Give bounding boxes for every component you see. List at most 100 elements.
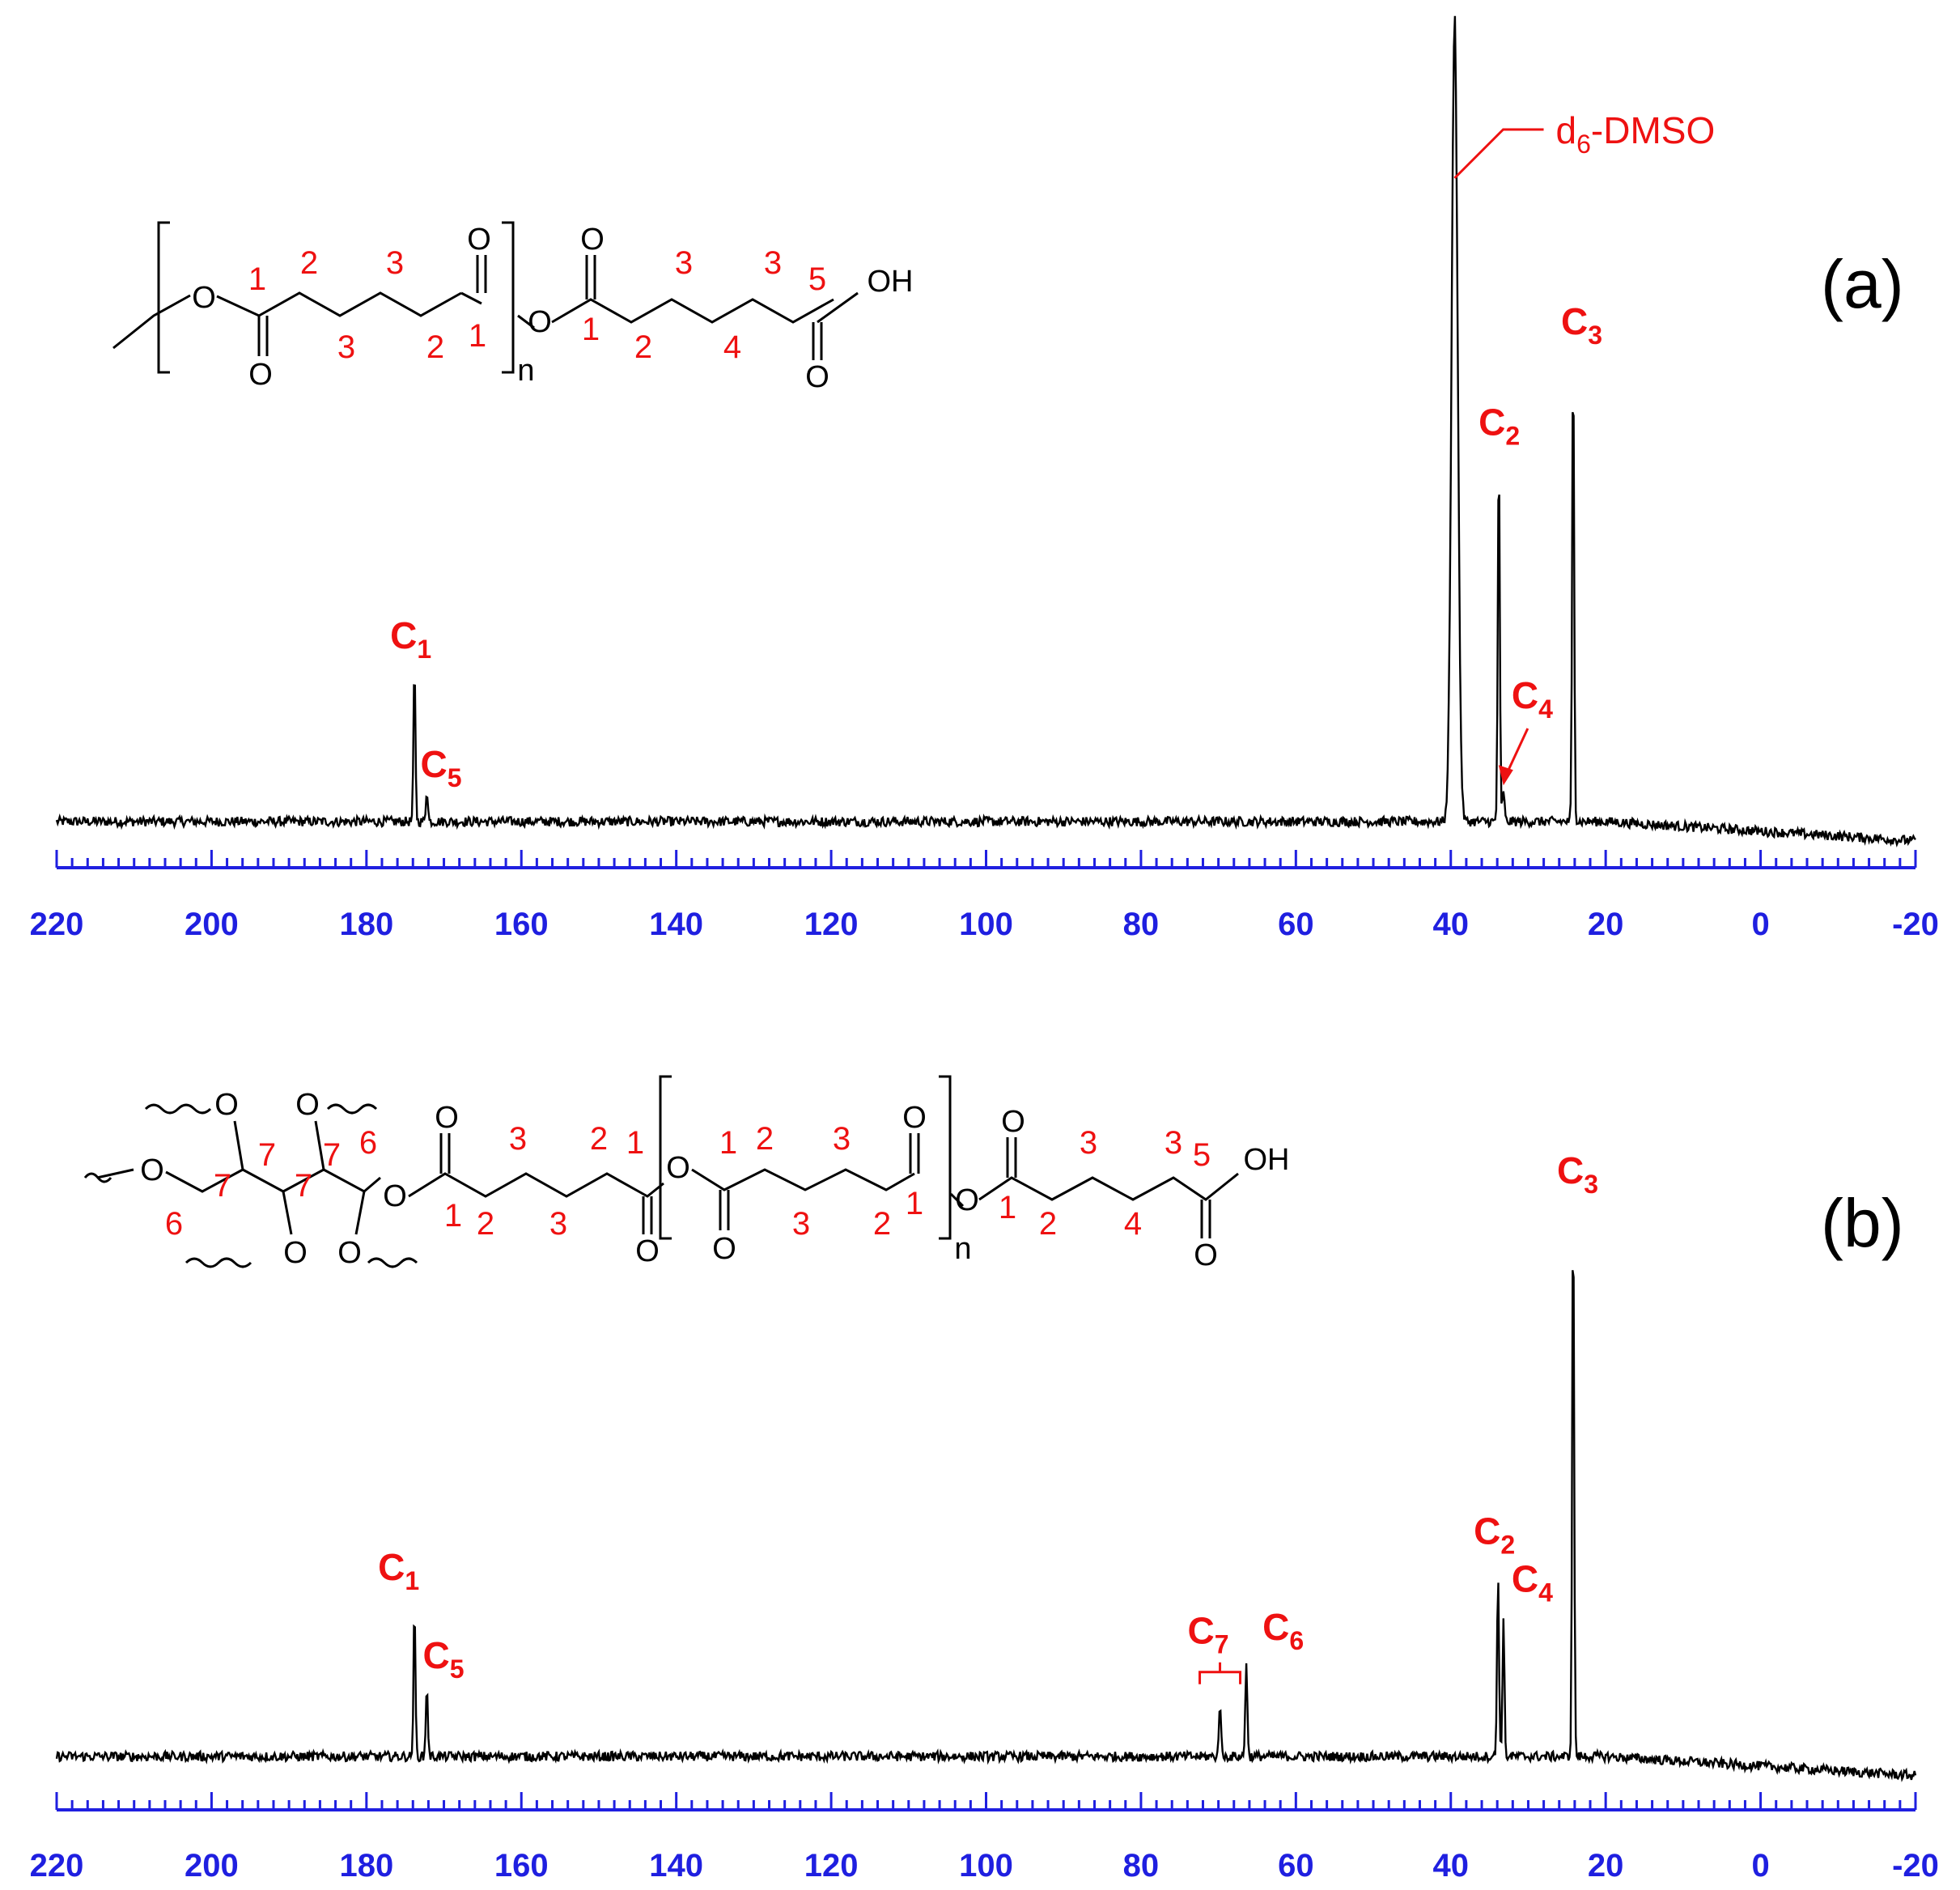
structure-bond — [551, 298, 834, 324]
tick-label: 0 — [1751, 907, 1769, 942]
peak-label: C5 — [420, 743, 461, 792]
repeat-bracket — [157, 221, 515, 374]
tick-label: 200 — [185, 1848, 239, 1884]
structure-number: 3 — [337, 329, 355, 365]
tick-label: 140 — [649, 907, 703, 942]
tick-label: 80 — [1123, 907, 1160, 942]
peak-label-main: C — [390, 614, 417, 656]
panel-label-a: (a) — [1821, 246, 1904, 322]
wavy-bond — [83, 1103, 418, 1268]
peak-label: C5 — [422, 1634, 464, 1684]
hydroxyl: OH — [1244, 1143, 1290, 1177]
tick-label: 180 — [339, 907, 393, 942]
carbonyl-oxygen: O — [1001, 1105, 1025, 1139]
tick-label: 0 — [1751, 1848, 1769, 1884]
tick-label: 100 — [959, 1848, 1013, 1884]
peak-label-main: C — [1557, 1149, 1584, 1191]
structure-number: 6 — [165, 1206, 183, 1242]
x-axis-a: 220 200 180 160 140 120 100 80 60 40 20 0 -20 — [30, 850, 1939, 942]
carbonyl-oxygen: O — [1194, 1238, 1218, 1272]
tick-label: 60 — [1278, 907, 1314, 942]
tick-label: 180 — [339, 1848, 393, 1884]
peak-label: C1 — [378, 1546, 419, 1595]
peak-label-main: C — [1478, 401, 1505, 443]
structure-number: 3 — [764, 245, 782, 281]
carbonyl-oxygen: O — [902, 1101, 927, 1135]
peak-label: C3 — [1557, 1149, 1598, 1199]
repeat-bracket — [659, 1075, 952, 1240]
peak-label-sub: 6 — [1289, 1626, 1304, 1655]
spectrum-line — [55, 1270, 1917, 1782]
structure-number: 7 — [323, 1137, 341, 1173]
peak-label-main: C — [1262, 1606, 1289, 1648]
structure-number: 7 — [258, 1137, 276, 1173]
tick-label: 140 — [649, 1848, 703, 1884]
peak-label: C2 — [1478, 401, 1520, 450]
structure-number: 1 — [999, 1190, 1016, 1225]
tick-label: 20 — [1588, 907, 1624, 942]
structure-number: 2 — [756, 1121, 774, 1157]
peak-label: C6 — [1262, 1606, 1304, 1655]
repeat-index: n — [954, 1232, 971, 1266]
structure-number: 3 — [1080, 1125, 1097, 1161]
tick-label: 220 — [30, 1848, 84, 1884]
structure-number: 2 — [873, 1206, 891, 1242]
solvent-label-sub: 6 — [1576, 130, 1591, 159]
structure-number: 3 — [386, 245, 404, 281]
peak-label-sub: 2 — [1500, 1530, 1515, 1559]
panel-label-b: (b) — [1821, 1185, 1904, 1261]
ether-oxygen: O — [283, 1236, 308, 1270]
spectrum-line — [55, 15, 1916, 848]
ester-oxygen: O — [383, 1179, 407, 1213]
tick-label: 20 — [1588, 1848, 1624, 1884]
c4-arrow-head — [1498, 765, 1513, 786]
structure-number: 1 — [719, 1125, 737, 1161]
tick-label: 60 — [1278, 1848, 1314, 1884]
peak-label: C3 — [1561, 300, 1602, 350]
structure-number: 3 — [675, 245, 693, 281]
structure-number: 1 — [248, 261, 266, 297]
carbonyl-oxygen: O — [435, 1101, 459, 1135]
peak-label: C2 — [1474, 1510, 1515, 1559]
carbonyl-oxygen: O — [712, 1232, 736, 1266]
structure-number: 3 — [549, 1206, 567, 1242]
structure-number: 3 — [509, 1121, 527, 1157]
carbonyl-oxygen: O — [580, 223, 605, 257]
tick-label: 160 — [494, 1848, 549, 1884]
carbonyl-oxygen: O — [248, 358, 273, 392]
peak-label-main: C — [420, 743, 447, 785]
structure-bond — [691, 1168, 915, 1191]
spectrum-trace-b — [55, 1270, 1917, 1782]
structure-number: 2 — [300, 245, 318, 281]
tick-label: 120 — [804, 907, 859, 942]
structure-number: 4 — [723, 329, 741, 365]
peak-label: C4 — [1512, 674, 1553, 724]
structure-bond — [949, 1192, 965, 1208]
structure-number: 3 — [833, 1121, 851, 1157]
peak-label: C1 — [390, 614, 431, 664]
tick-label: 120 — [804, 1848, 859, 1884]
peak-label-sub: 4 — [1538, 1578, 1553, 1608]
peak-label-main: C — [1512, 674, 1538, 716]
structure-number: 7 — [295, 1168, 312, 1204]
structure-number: 2 — [477, 1206, 494, 1242]
peak-label-sub: 2 — [1505, 421, 1520, 450]
structure-bond — [978, 1172, 1239, 1201]
peak-label-sub: 4 — [1538, 694, 1553, 724]
structure-number: 1 — [582, 312, 600, 347]
structure-number: 5 — [1193, 1137, 1211, 1173]
tick-label: 80 — [1123, 1848, 1160, 1884]
tick-label: 200 — [185, 907, 239, 942]
solvent-label-suffix: -DMSO — [1591, 109, 1715, 151]
ester-oxygen: O — [955, 1183, 979, 1217]
c7-bracket — [1198, 1662, 1242, 1684]
structure-number: 7 — [214, 1168, 231, 1204]
tick-label: 40 — [1433, 1848, 1470, 1884]
peak-label-sub: 1 — [405, 1566, 419, 1595]
peak-label-main: C — [1512, 1558, 1538, 1600]
